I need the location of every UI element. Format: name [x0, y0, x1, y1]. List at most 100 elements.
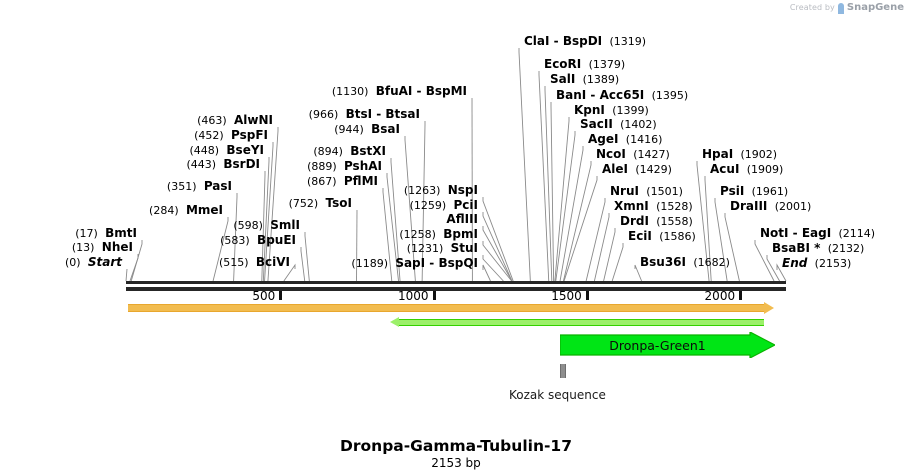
site-position: (1528)	[656, 200, 693, 213]
enzyme-site-label[interactable]: NcoI (1427)	[596, 147, 670, 161]
enzyme-site-label[interactable]: BanI - Acc65I (1395)	[556, 88, 688, 102]
enzyme-site-label[interactable]: (13) NheI	[0, 241, 133, 253]
site-leader-line	[538, 71, 550, 282]
enzyme-site-label[interactable]: (966) BtsI - BtsaI	[0, 107, 420, 121]
site-position: (1258)	[399, 228, 436, 241]
enzyme-site-label[interactable]: Bsu36I (1682)	[640, 256, 730, 268]
site-enzyme-name: PciI	[453, 198, 479, 212]
enzyme-site-label[interactable]: (284) MmeI	[0, 203, 223, 217]
enzyme-site-label[interactable]: (1189) SapI - BspQI	[0, 257, 478, 269]
enzyme-site-label[interactable]: EcoRI (1379)	[544, 57, 626, 71]
site-leader-line	[212, 217, 229, 282]
site-position: (351)	[166, 180, 197, 193]
enzyme-site-label[interactable]: (1259) PciI	[0, 198, 479, 212]
site-enzyme-name: TsoI	[325, 196, 352, 210]
feature-arrow-dronpa-green1[interactable]	[560, 332, 775, 358]
enzyme-site-label[interactable]: AleI (1429)	[602, 163, 672, 175]
site-leader-line	[593, 213, 610, 282]
enzyme-site-label[interactable]: (894) BstXI	[0, 145, 386, 157]
site-enzyme-name: NcoI	[596, 147, 626, 161]
site-enzyme-name: HpaI	[702, 147, 734, 161]
enzyme-site-label[interactable]: DraIII (2001)	[730, 200, 812, 213]
enzyme-site-label[interactable]: (583) BpuEI	[0, 234, 296, 246]
site-enzyme-name: MmeI	[185, 203, 223, 217]
enzyme-site-label[interactable]: AcuI (1909)	[710, 163, 783, 175]
site-enzyme-name: BanI - Acc65I	[556, 88, 645, 102]
enzyme-site-label[interactable]: (1130) BfuAI - BspMI	[0, 85, 467, 97]
site-leader-line	[264, 142, 274, 282]
site-leader-line	[130, 240, 143, 282]
enzyme-site-label[interactable]: (598) SmlI	[0, 219, 300, 231]
site-position: (1416)	[625, 133, 663, 146]
enzyme-site-label[interactable]: SacII (1402)	[580, 117, 657, 131]
enzyme-site-label[interactable]: BsaBI * (2132)	[772, 242, 864, 254]
site-leader-line	[261, 171, 266, 282]
site-enzyme-name: SacII	[580, 117, 613, 131]
site-position: (2153)	[814, 257, 852, 270]
site-position: (1558)	[656, 215, 693, 228]
site-enzyme-name: Start	[87, 255, 122, 269]
enzyme-site-label[interactable]: NruI (1501)	[610, 185, 683, 197]
site-leader-line	[404, 136, 416, 282]
enzyme-site-label[interactable]: ClaI - BspDI (1319)	[524, 34, 647, 48]
site-position: (1402)	[620, 118, 657, 131]
enzyme-site-label[interactable]: (944) BsaI	[0, 123, 400, 136]
enzyme-site-label[interactable]: (443) BsrDI	[0, 158, 260, 170]
site-position: (944)	[334, 123, 364, 136]
site-enzyme-name: EcoRI	[544, 57, 582, 71]
enzyme-site-label[interactable]: (0) Start	[0, 255, 122, 269]
ruler-tick	[279, 291, 283, 300]
enzyme-site-label[interactable]: KpnI (1399)	[574, 104, 649, 116]
site-enzyme-name: ClaI - BspDI	[524, 34, 603, 48]
site-enzyme-name: XmnI	[614, 199, 649, 213]
site-position: (1259)	[409, 199, 447, 212]
ruler-tick-label: 1500	[551, 289, 582, 303]
enzyme-site-label[interactable]: End (2153)	[782, 257, 852, 270]
site-position: (2114)	[838, 227, 876, 240]
enzyme-site-label[interactable]: (351) PasI	[0, 180, 232, 193]
enzyme-site-label[interactable]: (752) TsoI	[0, 196, 352, 210]
site-position: (2001)	[774, 200, 812, 213]
site-leader-line	[125, 268, 128, 282]
enzyme-site-label[interactable]: (448) BseYI	[0, 144, 265, 156]
enzyme-site-label[interactable]: (1258) BpmI	[0, 228, 478, 241]
site-position: (889)	[307, 160, 337, 173]
site-leader-line	[518, 48, 531, 282]
enzyme-site-label[interactable]: NotI - EagI (2114)	[760, 227, 876, 240]
ruler-tick-label: 500	[252, 289, 276, 303]
green-reverse-arrow-body	[399, 319, 764, 326]
site-position: (1586)	[659, 230, 696, 243]
enzyme-site-label[interactable]: (867) PflMI	[0, 175, 378, 187]
enzyme-site-label[interactable]: (17) BmtI	[0, 227, 137, 239]
site-enzyme-name: BtsI - BtsaI	[345, 107, 420, 121]
enzyme-site-label[interactable]: (1231) StuI	[0, 242, 478, 254]
enzyme-site-label[interactable]: PsiI (1961)	[720, 185, 788, 197]
site-enzyme-name: PspFI	[231, 128, 268, 142]
snapgene-logo-icon	[837, 3, 844, 14]
site-enzyme-name: AlwNI	[234, 113, 273, 127]
enzyme-site-label[interactable]: DrdI (1558)	[620, 215, 693, 228]
site-leader-line	[304, 232, 310, 282]
enzyme-site-label[interactable]: (515) BciVI	[0, 256, 290, 268]
site-position: (1379)	[588, 58, 626, 71]
enzyme-site-label[interactable]: (452) PspFI	[0, 128, 268, 142]
watermark-brand: SnapGene	[846, 2, 904, 13]
enzyme-site-label[interactable]: SalI (1389)	[550, 73, 619, 85]
site-position: (1319)	[609, 35, 647, 48]
backbone-line-bottom	[126, 287, 786, 291]
enzyme-site-label[interactable]: HpaI (1902)	[702, 147, 777, 161]
site-position: (284)	[149, 204, 179, 217]
enzyme-site-label[interactable]: (1263) NspI	[0, 184, 478, 196]
enzyme-site-label[interactable]: (889) PshAI	[0, 160, 382, 173]
page-subtitle-length: 2153 bp	[431, 456, 481, 470]
enzyme-site-label[interactable]: AgeI (1416)	[588, 133, 663, 146]
enzyme-site-label[interactable]: AflIII	[0, 213, 478, 225]
site-leader-line	[585, 198, 606, 282]
site-leader-line	[482, 255, 504, 282]
kozak-marker-icon[interactable]	[560, 364, 566, 378]
enzyme-site-label[interactable]: (463) AlwNI	[0, 113, 273, 127]
ruler-tick	[585, 291, 589, 300]
enzyme-site-label[interactable]: EciI (1586)	[628, 230, 696, 243]
enzyme-site-label[interactable]: XmnI (1528)	[614, 199, 693, 213]
